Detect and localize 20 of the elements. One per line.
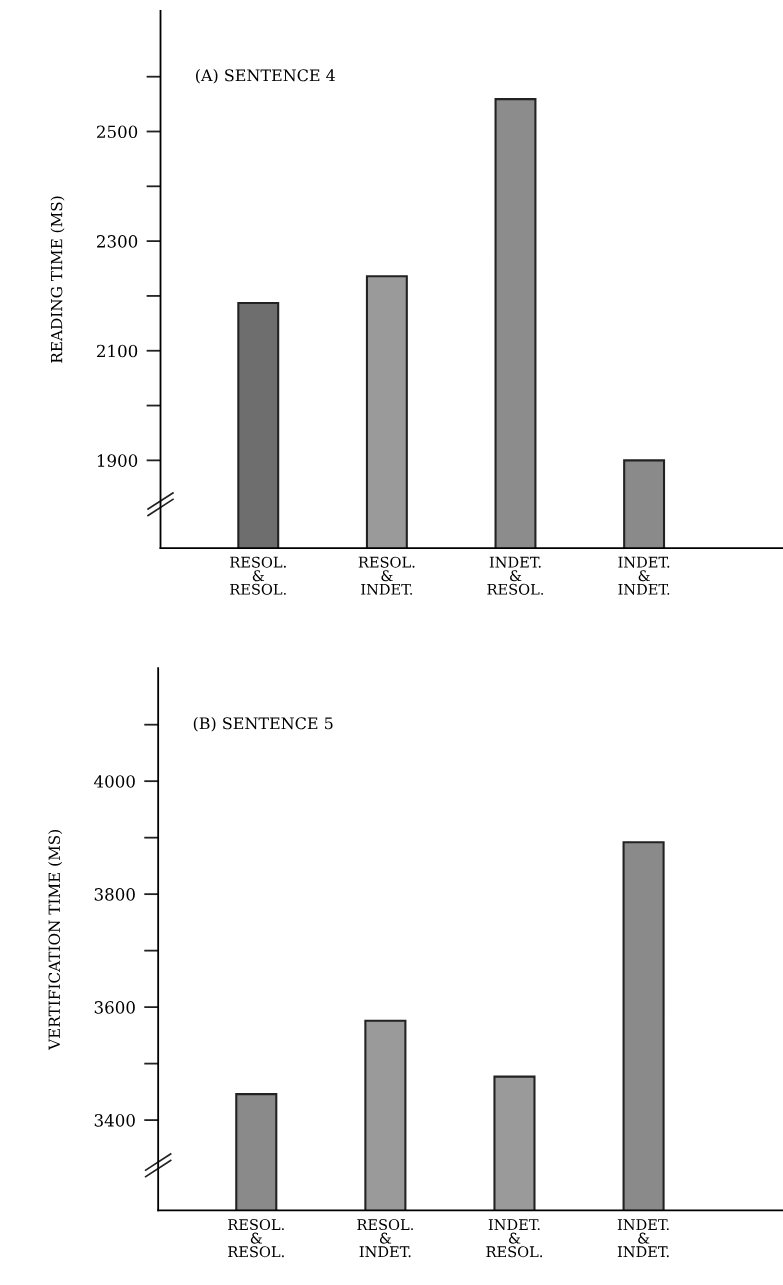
y-tick-label: 2500 xyxy=(97,125,138,139)
x-tick-label: INDET. & RESOL. xyxy=(486,1219,543,1258)
y-tick-label: 3400 xyxy=(94,1114,135,1127)
y-tick-label: 3800 xyxy=(94,888,135,901)
text: (B) SENTENCE 5 xyxy=(193,716,333,732)
y-tick-label: 3600 xyxy=(94,1001,135,1014)
x-tick-label: INDET. & RESOL. xyxy=(487,556,544,595)
x-tick-label: RESOL. & INDET. xyxy=(357,1219,413,1258)
y-tick-label: 2300 xyxy=(97,235,138,248)
y-axis-title: READING TIME (MS) xyxy=(50,196,65,363)
y-tick-label: 1900 xyxy=(97,454,138,467)
x-tick-label: RESOL. & INDET. xyxy=(358,556,415,595)
x-tick-label: RESOL. & RESOL. xyxy=(230,556,286,595)
x-tick-label: RESOL. & RESOL. xyxy=(228,1219,284,1258)
y-axis-title: VERTIFICATION TIME (MS) xyxy=(48,830,63,1051)
y-tick-label: 2100 xyxy=(97,344,138,358)
x-tick-label: INDET. & INDET. xyxy=(618,556,670,595)
text: (A) SENTENCE 4 xyxy=(196,68,336,84)
x-tick-label: INDET. & INDET. xyxy=(617,1219,669,1258)
y-tick-label: 4000 xyxy=(94,775,135,788)
